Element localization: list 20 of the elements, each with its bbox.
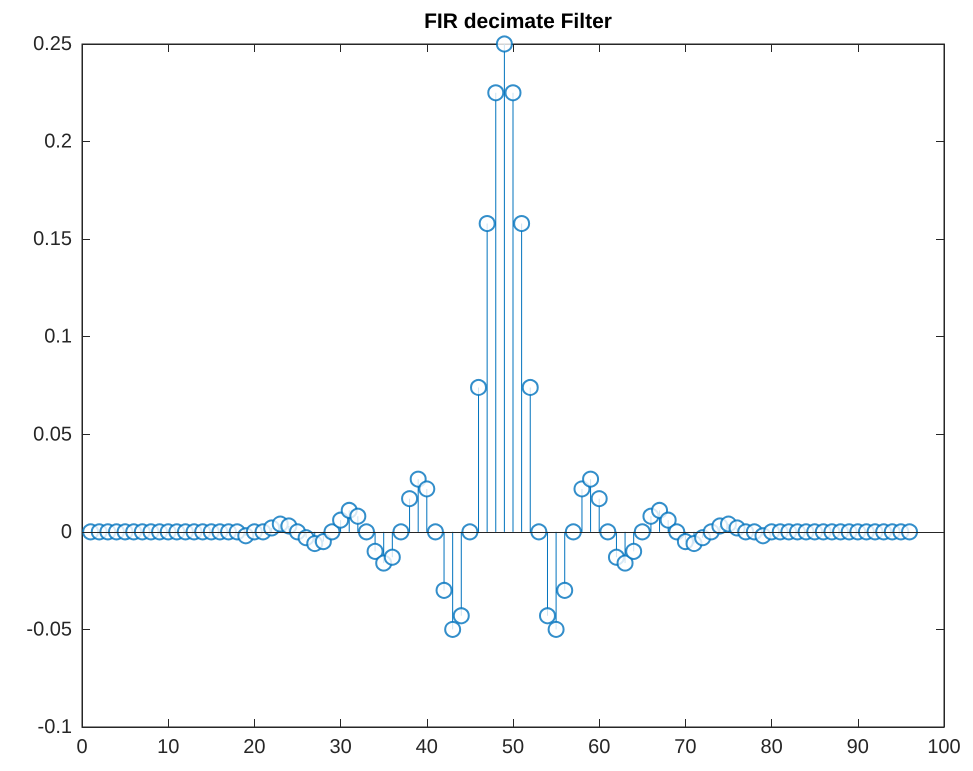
y-tick-label: -0.1 (38, 716, 72, 738)
y-tick-label: 0.15 (33, 228, 72, 250)
x-tick-label: 40 (416, 736, 438, 758)
y-tick-label: 0.1 (44, 326, 72, 348)
y-tick-label: -0.05 (26, 618, 72, 640)
x-tick-label: 70 (674, 736, 697, 758)
x-tick-label: 20 (243, 736, 266, 758)
x-tick-label: 60 (588, 736, 610, 758)
x-tick-label: 80 (760, 736, 783, 758)
x-tick-label: 0 (76, 736, 88, 758)
y-tick-label: 0.2 (44, 130, 72, 153)
x-tick-label: 50 (502, 736, 524, 758)
x-tick-label: 30 (329, 736, 352, 758)
y-tick-label: 0.25 (33, 33, 72, 55)
x-tick-label: 10 (157, 736, 180, 758)
x-tick-label: 100 (927, 736, 961, 758)
chart-title: FIR decimate Filter (424, 10, 612, 33)
x-tick-label: 90 (846, 736, 869, 758)
y-tick-label: 0 (60, 520, 72, 543)
y-tick-label: 0.05 (33, 423, 72, 446)
